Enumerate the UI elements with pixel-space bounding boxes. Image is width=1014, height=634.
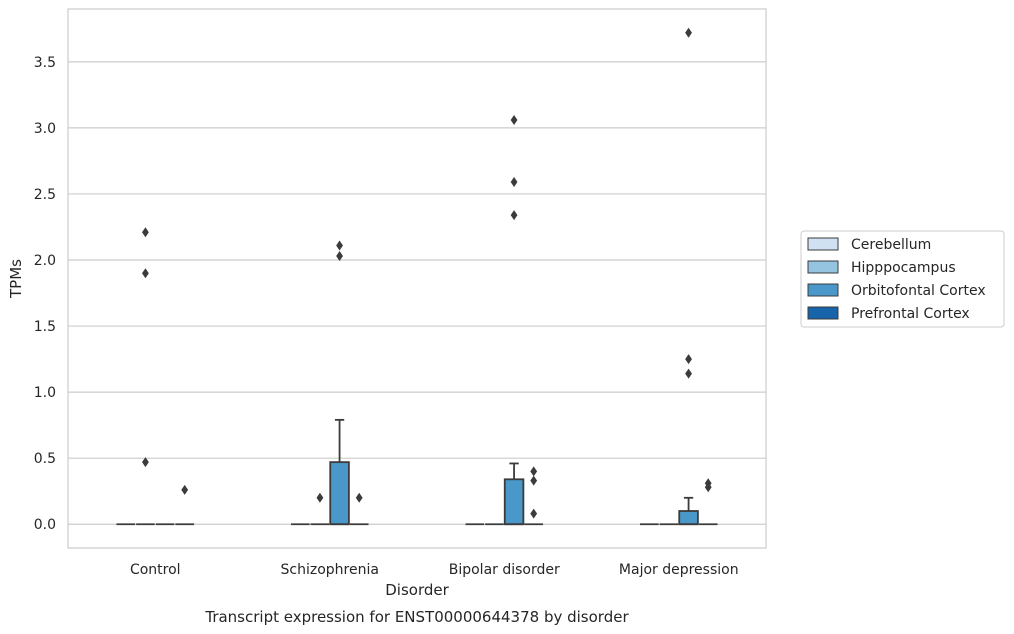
box-plots bbox=[116, 27, 718, 526]
x-tick-label: Control bbox=[130, 562, 181, 578]
outlier-point bbox=[316, 492, 324, 503]
box-prefrontal-cortex bbox=[349, 492, 369, 526]
outlier-point bbox=[510, 114, 518, 125]
y-tick-label: 1.0 bbox=[34, 385, 56, 401]
outlier-point bbox=[685, 368, 692, 379]
legend-swatch bbox=[807, 306, 839, 320]
box-body bbox=[329, 461, 350, 526]
box-prefrontal-cortex bbox=[698, 478, 718, 526]
x-axis-label: Disorder bbox=[385, 581, 449, 599]
legend-swatch bbox=[807, 237, 839, 251]
y-tick-label: 0.5 bbox=[34, 451, 56, 467]
legend-label: Hipppocampus bbox=[851, 260, 956, 276]
legend-label: Prefrontal Cortex bbox=[851, 306, 970, 322]
legend-label: Cerebellum bbox=[851, 237, 931, 253]
box-orbitofontal-cortex bbox=[503, 114, 525, 526]
outlier-point bbox=[510, 177, 518, 188]
legend-swatch bbox=[807, 260, 839, 274]
y-axis-label: TPMs bbox=[7, 259, 25, 299]
box-hipppocampus bbox=[310, 492, 330, 526]
box-body bbox=[503, 478, 525, 526]
outlier-point bbox=[530, 475, 538, 486]
outlier-point bbox=[142, 457, 149, 468]
plot-frame bbox=[67, 8, 767, 549]
chart-caption: Transcript expression for ENST0000064437… bbox=[204, 608, 629, 626]
legend-frame bbox=[800, 230, 1005, 328]
y-tick-label: 3.5 bbox=[34, 55, 56, 71]
x-tick-labels: Control Schizophrenia Bipolar disorder Majo… bbox=[130, 562, 739, 578]
outlier-point bbox=[510, 210, 518, 221]
box-orbitofontal-cortex bbox=[329, 240, 350, 526]
legend: Cerebellum Hipppocampus Orbitofontal Corte… bbox=[800, 230, 1005, 328]
outlier-point bbox=[142, 268, 149, 279]
box-orbitofontal-cortex bbox=[678, 27, 699, 526]
legend-swatch bbox=[807, 283, 839, 297]
box-body bbox=[678, 510, 699, 526]
outlier-point bbox=[530, 508, 538, 519]
x-tick-label: Bipolar disorder bbox=[449, 562, 560, 578]
legend-label: Orbitofontal Cortex bbox=[851, 283, 986, 299]
y-tick-label: 2.0 bbox=[34, 253, 56, 269]
y-tick-labels: 0.0 0.5 1.0 1.5 2.0 2.5 3.0 3.5 bbox=[34, 55, 56, 533]
box-prefrontal-cortex bbox=[524, 466, 544, 526]
outlier-point bbox=[530, 466, 538, 477]
x-tick-label: Schizophrenia bbox=[281, 562, 379, 578]
outlier-point bbox=[181, 484, 189, 495]
y-tick-label: 3.0 bbox=[34, 121, 56, 137]
box-prefrontal-cortex bbox=[175, 484, 195, 526]
box-hipppocampus bbox=[136, 227, 155, 526]
outlier-point bbox=[355, 492, 363, 503]
grid-lines bbox=[68, 61, 766, 525]
y-tick-label: 0.0 bbox=[34, 517, 56, 533]
outlier-point bbox=[685, 27, 692, 38]
x-tick-label: Major depression bbox=[619, 562, 739, 578]
outlier-point bbox=[685, 354, 692, 365]
y-tick-label: 1.5 bbox=[34, 319, 56, 335]
outlier-point bbox=[704, 482, 712, 493]
y-tick-label: 2.5 bbox=[34, 187, 56, 203]
outlier-point bbox=[336, 251, 343, 262]
outlier-point bbox=[142, 227, 149, 238]
outlier-point bbox=[336, 240, 343, 251]
